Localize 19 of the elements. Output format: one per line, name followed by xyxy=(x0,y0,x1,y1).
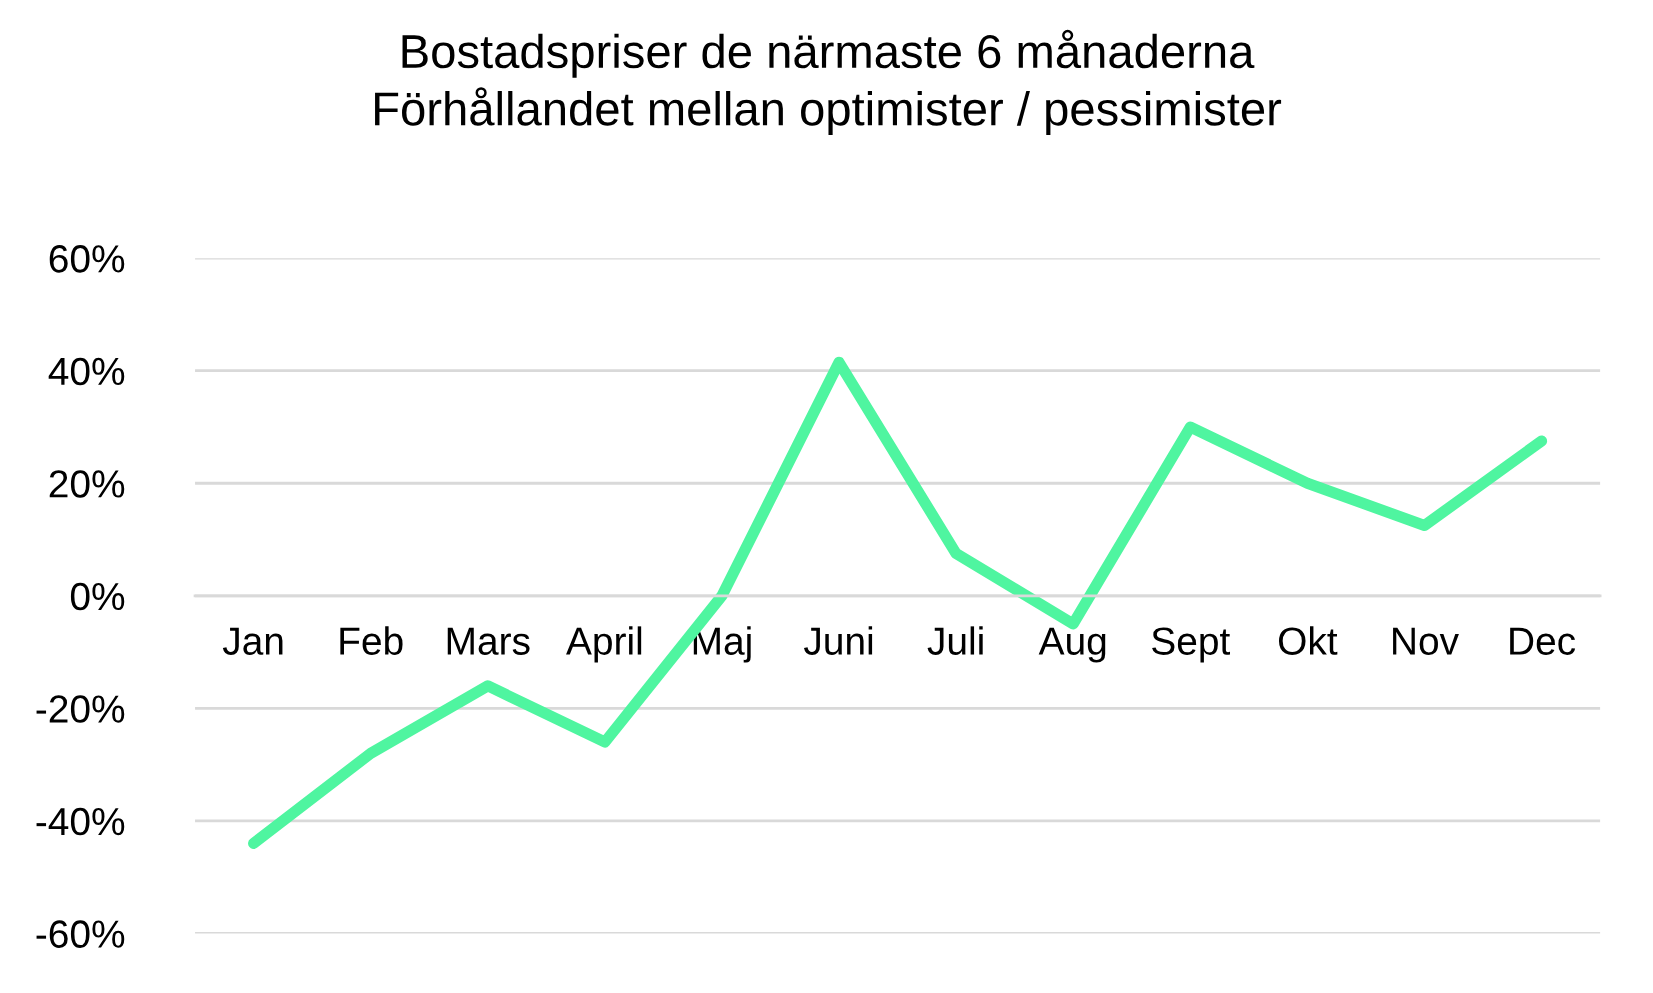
y-tick-label: 40% xyxy=(48,357,125,386)
x-tick-label: Feb xyxy=(340,626,403,655)
chart-title: Bostadspriser de närmaste 6 månaderna Förhållandet mellan optimister / pessimister xyxy=(375,29,1282,136)
x-tick-label: Juni xyxy=(803,626,873,655)
y-tick-label: -60% xyxy=(36,920,125,948)
x-tick-label: April xyxy=(566,626,642,663)
x-tick-label: Aug xyxy=(1038,627,1106,663)
x-tick-label: Jan xyxy=(222,627,283,655)
y-tick-label: 0% xyxy=(70,582,125,611)
x-tick-label: Sept xyxy=(1152,627,1231,663)
x-tick-label: Mars xyxy=(447,627,530,655)
x-tick-label: Okt xyxy=(1278,626,1338,655)
y-tick-label: -40% xyxy=(36,807,125,836)
y-tick-label: 60% xyxy=(49,245,125,273)
x-tick-label: Juli xyxy=(927,626,983,655)
x-tick-label: Nov xyxy=(1393,627,1459,655)
y-tick-label: -20% xyxy=(36,695,125,723)
x-tick-label: Dec xyxy=(1510,627,1576,655)
y-tick-label: 20% xyxy=(49,470,125,498)
